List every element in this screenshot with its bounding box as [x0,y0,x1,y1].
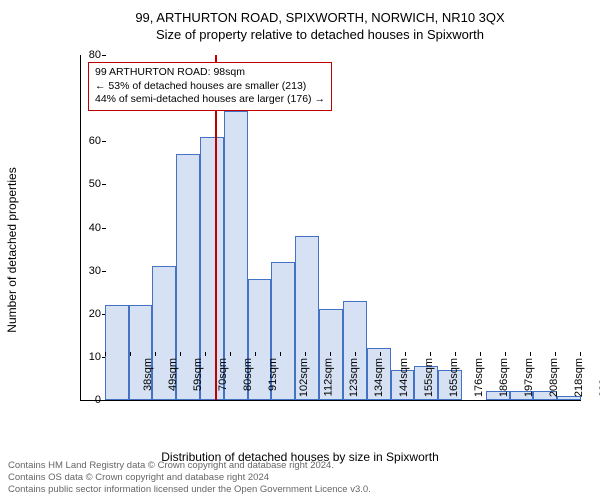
x-tick-label: 91sqm [267,358,279,391]
x-tick-label: 208sqm [548,358,560,397]
x-tick-mark [405,352,406,356]
x-tick-mark [430,352,431,356]
x-tick-mark [455,352,456,356]
x-axis: 38sqm 49sqm 59sqm 70sqm 80sqm 91sqm 102sqm 112s… [105,352,600,402]
x-tick-mark [180,352,181,356]
x-tick-mark [530,352,531,356]
x-tick-mark [305,352,306,356]
x-tick-label: 186sqm [498,358,510,397]
footer-line1: Contains HM Land Registry data © Crown c… [8,460,371,472]
x-tick-mark [580,352,581,356]
x-tick-label: 102sqm [298,358,310,397]
annotation-box: 99 ARTHURTON ROAD: 98sqm ← 53% of detach… [88,62,332,111]
x-tick-mark [155,352,156,356]
footer-line2: Contains OS data © Crown copyright and d… [8,472,371,484]
x-tick-label: 165sqm [448,358,460,397]
x-tick-label: 144sqm [398,358,410,397]
x-tick-mark [130,352,131,356]
x-tick-mark [555,352,556,356]
x-tick-mark [355,352,356,356]
footer: Contains HM Land Registry data © Crown c… [8,460,371,496]
x-tick-label: 218sqm [573,358,585,397]
x-tick-label: 59sqm [192,358,204,391]
x-tick-mark [105,352,106,356]
y-axis-label: Number of detached properties [5,167,19,332]
x-tick-label: 197sqm [523,358,535,397]
annotation-line3: 44% of semi-detached houses are larger (… [95,93,325,107]
x-tick-mark [280,352,281,356]
x-tick-mark [205,352,206,356]
x-tick-label: 80sqm [242,358,254,391]
x-tick-label: 112sqm [322,358,334,396]
x-tick-label: 38sqm [142,358,154,391]
x-tick-label: 70sqm [217,358,229,391]
chart-title-address: 99, ARTHURTON ROAD, SPIXWORTH, NORWICH, … [55,10,585,25]
x-tick-mark [230,352,231,356]
x-tick-label: 155sqm [423,358,435,397]
x-tick-mark [480,352,481,356]
x-tick-mark [330,352,331,356]
x-tick-mark [505,352,506,356]
x-tick-label: 123sqm [348,358,360,397]
footer-line3: Contains public sector information licen… [8,484,371,496]
x-tick-mark [380,352,381,356]
annotation-line1: 99 ARTHURTON ROAD: 98sqm [95,66,325,80]
x-tick-mark [255,352,256,356]
chart-title-subtitle: Size of property relative to detached ho… [55,27,585,42]
x-tick-label: 176sqm [473,358,485,397]
annotation-line2: ← 53% of detached houses are smaller (21… [95,80,325,94]
x-tick-label: 134sqm [373,358,385,397]
x-tick-label: 49sqm [167,358,179,391]
